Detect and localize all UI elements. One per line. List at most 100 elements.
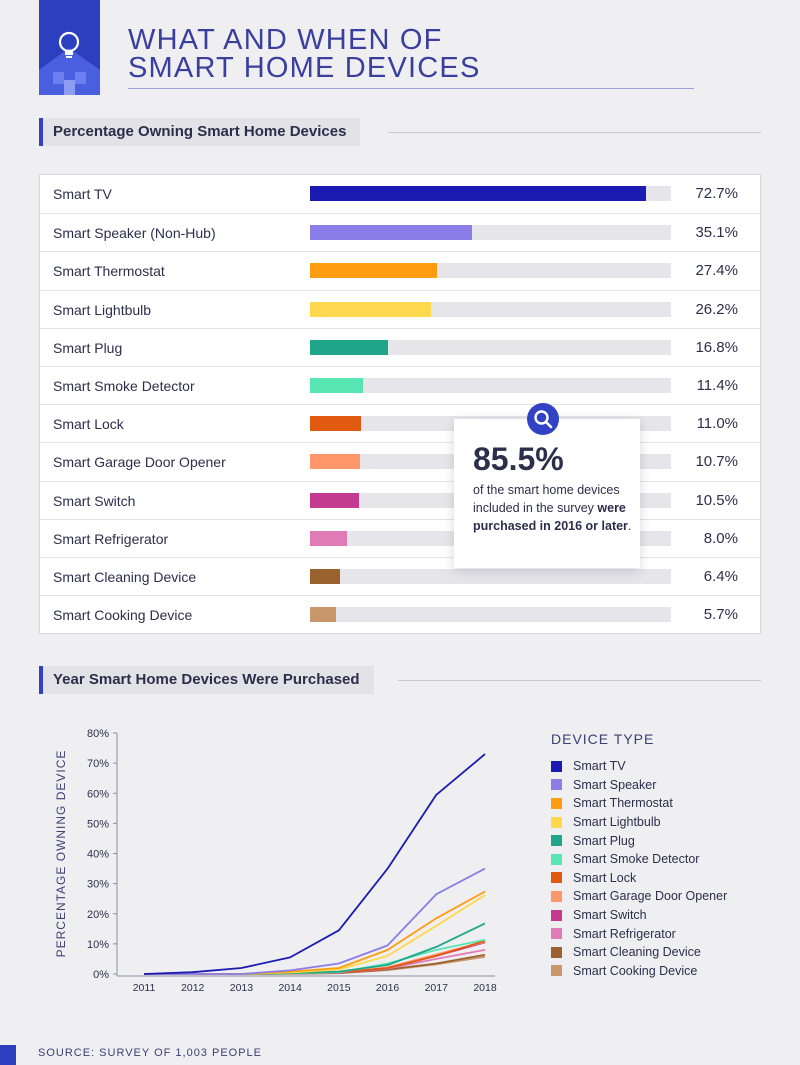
source-note: SOURCE: SURVEY OF 1,003 PEOPLE: [38, 1047, 263, 1059]
bar-value-label: 27.4%: [695, 262, 738, 280]
bar-category-label: Smart Lightbulb: [53, 301, 152, 318]
legend-label: Smart Cooking Device: [573, 963, 698, 978]
bar-row: Smart Lightbulb 26.2%: [40, 289, 760, 328]
bar-track: [310, 225, 671, 241]
bar-category-label: Smart Cooking Device: [53, 607, 193, 624]
bar: [310, 378, 363, 393]
page-title: WHAT AND WHEN OF SMART HOME DEVICES: [128, 24, 481, 84]
legend-item: Smart Smoke Detector: [551, 850, 727, 869]
legend-swatch: [551, 928, 562, 940]
bar-track: [310, 186, 671, 201]
legend-item: Smart Lightbulb: [551, 813, 727, 832]
callout-stat: 85.5%: [473, 441, 564, 477]
bar-row: Smart Garage Door Opener 10.7%: [40, 442, 760, 480]
bar-value-label: 10.5%: [695, 491, 738, 509]
bar: [310, 225, 473, 241]
bar-category-label: Smart Switch: [53, 492, 136, 509]
x-tick-label: 2012: [181, 982, 205, 994]
bar-value-label: 8.0%: [703, 529, 738, 547]
logo: [39, 0, 100, 95]
bar-category-label: Smart Thermostat: [53, 263, 165, 280]
title-divider: [128, 88, 694, 89]
x-tick-label: 2013: [230, 982, 254, 994]
y-tick-label: 80%: [87, 728, 109, 740]
bar-row: Smart Thermostat 27.4%: [40, 251, 760, 289]
legend-item: Smart Switch: [551, 906, 727, 925]
bar-track: [310, 339, 671, 355]
bar: [310, 186, 647, 201]
section-divider: [398, 680, 761, 681]
bar: [310, 416, 361, 432]
x-tick-label: 2018: [473, 982, 497, 994]
bar-row: Smart Refrigerator 8.0%: [40, 518, 760, 557]
y-tick-label: 60%: [87, 788, 109, 800]
bar-value-label: 11.4%: [696, 377, 738, 394]
bar-value-label: 5.7%: [703, 606, 738, 624]
legend-item: Smart Cleaning Device: [551, 943, 727, 962]
legend-swatch: [551, 853, 562, 865]
legend-item: Smart Plug: [551, 831, 727, 850]
legend-label: Smart Lock: [573, 870, 637, 885]
bar-track: [310, 569, 671, 584]
legend-swatch: [551, 835, 562, 847]
legend-label: Smart Plug: [573, 833, 635, 848]
section-divider: [388, 132, 761, 133]
legend-item: Smart Refrigerator: [551, 924, 727, 943]
x-tick-label: 2011: [133, 982, 156, 994]
bar-track: [310, 263, 671, 279]
ownership-bar-chart: Smart TV 72.7% Smart Speaker (Non-Hub) 35.1…: [39, 174, 761, 634]
y-tick-label: 0%: [93, 969, 109, 981]
bar-category-label: Smart TV: [53, 186, 112, 202]
legend-item: Smart TV: [551, 757, 727, 776]
legend-label: Smart Garage Door Opener: [573, 889, 728, 904]
legend-swatch: [551, 946, 562, 958]
bar-row: Smart Lock 11.0%: [40, 404, 760, 442]
lightbulb-house-icon: [39, 31, 100, 95]
callout-text: of the smart home devices included in th…: [473, 483, 632, 533]
x-tick-label: 2016: [376, 982, 400, 994]
section-heading-ownership: Percentage Owning Smart Home Devices: [39, 118, 361, 146]
legend-label: Smart Switch: [573, 908, 647, 923]
bar-category-label: Smart Smoke Detector: [53, 378, 195, 394]
bar: [310, 569, 340, 584]
bar-row: Smart Cooking Device 5.7%: [40, 595, 760, 633]
legend-swatch: [551, 890, 562, 902]
legend-label: Smart TV: [573, 759, 626, 774]
legend-title: DEVICE TYPE: [551, 731, 655, 747]
legend-item: Smart Thermostat: [551, 794, 727, 813]
legend-label: Smart Smoke Detector: [573, 852, 700, 867]
callout-emphasis: were purchased in 2016 or later: [473, 501, 628, 533]
y-axis-label: PERCENTAGE OWNING DEVICE: [54, 750, 68, 958]
magnifier-icon: [527, 403, 559, 435]
y-tick-label: 10%: [87, 939, 109, 951]
chart-legend: DEVICE TYPE Smart TV Smart Speaker Smart T…: [551, 731, 727, 980]
bar-row: Smart Speaker (Non-Hub) 35.1%: [40, 213, 760, 251]
x-tick-label: 2014: [278, 982, 302, 994]
x-tick-label: 2017: [425, 982, 449, 994]
bar-value-label: 10.7%: [695, 453, 738, 471]
bar-value-label: 72.7%: [695, 185, 738, 202]
y-tick-label: 50%: [87, 818, 109, 830]
bar-category-label: Smart Refrigerator: [53, 530, 169, 547]
bar-value-label: 6.4%: [703, 568, 738, 585]
bar-row: Smart Plug 16.8%: [40, 327, 760, 366]
legend-label: Smart Refrigerator: [573, 926, 676, 941]
bar: [310, 607, 337, 623]
legend-label: Smart Cleaning Device: [573, 945, 701, 960]
bar: [310, 263, 437, 279]
bar-row: Smart TV 72.7%: [40, 175, 760, 213]
y-tick-label: 40%: [87, 849, 109, 861]
legend-label: Smart Thermostat: [573, 796, 673, 811]
bar-track: [310, 607, 671, 623]
bar-row: Smart Cleaning Device 6.4%: [40, 557, 760, 595]
bar: [310, 339, 388, 355]
legend-item: Smart Lock: [551, 869, 727, 888]
legend-swatch: [551, 760, 562, 772]
series-line: [143, 753, 486, 975]
bar-value-label: 35.1%: [695, 224, 738, 242]
series-line: [144, 867, 486, 975]
legend-swatch: [551, 779, 562, 791]
bar-value-label: 16.8%: [695, 338, 738, 356]
bar-value-label: 11.0%: [696, 415, 738, 433]
legend-item: Smart Garage Door Opener: [551, 887, 727, 906]
